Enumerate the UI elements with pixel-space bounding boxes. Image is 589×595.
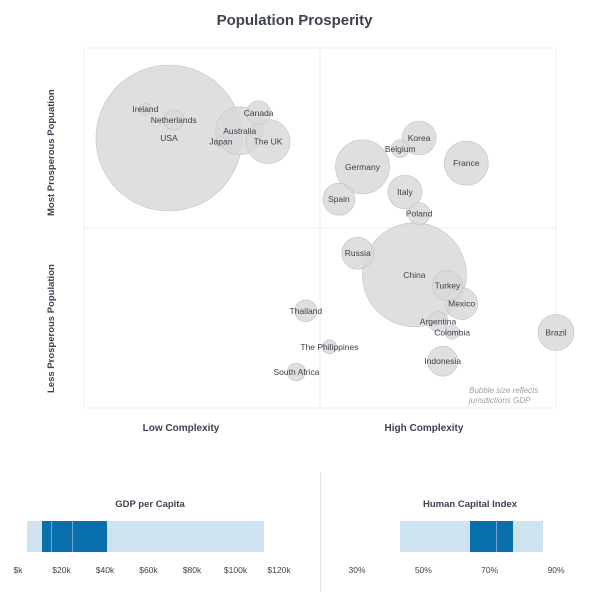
range-marker <box>72 521 74 552</box>
tick-label: $20k <box>52 565 71 575</box>
tick-label: $80k <box>182 565 202 575</box>
bubble-label-the-philippines: The Philippines <box>300 342 358 352</box>
bubble-brazil <box>537 314 575 351</box>
bubble-netherlands <box>163 109 184 131</box>
hci-title: Human Capital Index <box>423 499 517 510</box>
bubble-germany <box>335 139 390 195</box>
tick-label: $k <box>13 565 23 575</box>
chart-title: Population Prosperity <box>216 12 373 29</box>
x-label-left: Low Complexity <box>142 423 220 434</box>
tick-label: $40k <box>95 565 115 575</box>
bubble-label-the-uk: The UK <box>254 137 283 147</box>
size-note: Bubble size reflects jurisdictions GDP <box>469 386 538 406</box>
panel-divider <box>320 472 321 592</box>
tick-label: $60k <box>139 565 158 575</box>
bubble-label-brazil: Brazil <box>545 327 566 337</box>
tick-label: 30% <box>348 565 366 575</box>
tick-label: $100k <box>223 565 248 575</box>
bubble-south-africa <box>287 362 306 382</box>
gdp-title: GDP per Capita <box>115 499 185 510</box>
bubble-colombia <box>444 325 460 340</box>
bubble-label-netherlands: Netherlands <box>151 115 197 125</box>
bubble-argentina <box>427 311 449 332</box>
tick-label: 90% <box>547 565 565 575</box>
bubble-label-belgium: Belgium <box>385 144 416 154</box>
bubble-label-usa: USA <box>160 133 178 143</box>
bubble-label-colombia: Colombia <box>434 327 470 337</box>
bubble-label-china: China <box>403 270 425 280</box>
bubble-korea <box>401 120 437 156</box>
bubble-spain <box>322 182 356 216</box>
bubble-italy <box>387 174 423 210</box>
bubble-label-germany: Germany <box>345 162 381 172</box>
range-highlight <box>469 521 513 552</box>
range-highlight <box>41 521 108 552</box>
bubble-label-south-africa: South Africa <box>273 367 319 377</box>
bubble-label-turkey: Turkey <box>435 281 461 291</box>
bubble-turkey <box>432 270 463 301</box>
bubble-thailand <box>294 299 318 323</box>
bubble-label-canada: Canada <box>244 108 274 118</box>
bubbles <box>95 64 575 382</box>
bubble-label-mexico: Mexico <box>448 299 475 309</box>
tick-label: 70% <box>481 565 499 575</box>
bubble-label-spain: Spain <box>328 194 350 204</box>
x-label-right: High Complexity <box>384 423 464 434</box>
bubble-label-italy: Italy <box>397 187 413 197</box>
bubble-france <box>444 140 489 186</box>
bubble-belgium <box>390 139 410 159</box>
bubble-label-australia: Australia <box>223 126 256 136</box>
bubble-label-argentina: Argentina <box>420 317 457 327</box>
bubble-indonesia <box>427 345 459 377</box>
y-label-bottom: Less Prosperous Population <box>46 264 57 393</box>
bubble-poland <box>407 202 431 225</box>
size-note-line-1: Bubble size reflects <box>469 386 539 395</box>
bubble-label-russia: Russia <box>345 248 371 258</box>
range-marker <box>496 521 498 552</box>
bubble-label-japan: Japan <box>209 137 232 147</box>
bubble-the-philippines <box>322 339 337 355</box>
bubble-canada <box>246 100 271 126</box>
bubble-ireland <box>139 102 152 116</box>
tick-label: 50% <box>414 565 432 575</box>
bubble-label-ireland: Ireland <box>132 104 158 114</box>
bubble-label-poland: Poland <box>406 209 433 219</box>
tick-label: $120k <box>267 565 291 575</box>
bubble-label-korea: Korea <box>408 133 431 143</box>
bubble-label-france: France <box>453 158 480 168</box>
y-label-top: Most Prosperous Popuation <box>46 89 57 216</box>
bubble-russia <box>341 236 375 270</box>
bubble-japan <box>215 136 227 147</box>
bubble-label-thailand: Thailand <box>290 306 323 316</box>
size-note-line-2: jurisdictions GDP <box>469 396 531 405</box>
range-marker <box>50 521 52 552</box>
grid <box>83 47 557 409</box>
bubble-label-indonesia: Indonesia <box>424 356 461 366</box>
